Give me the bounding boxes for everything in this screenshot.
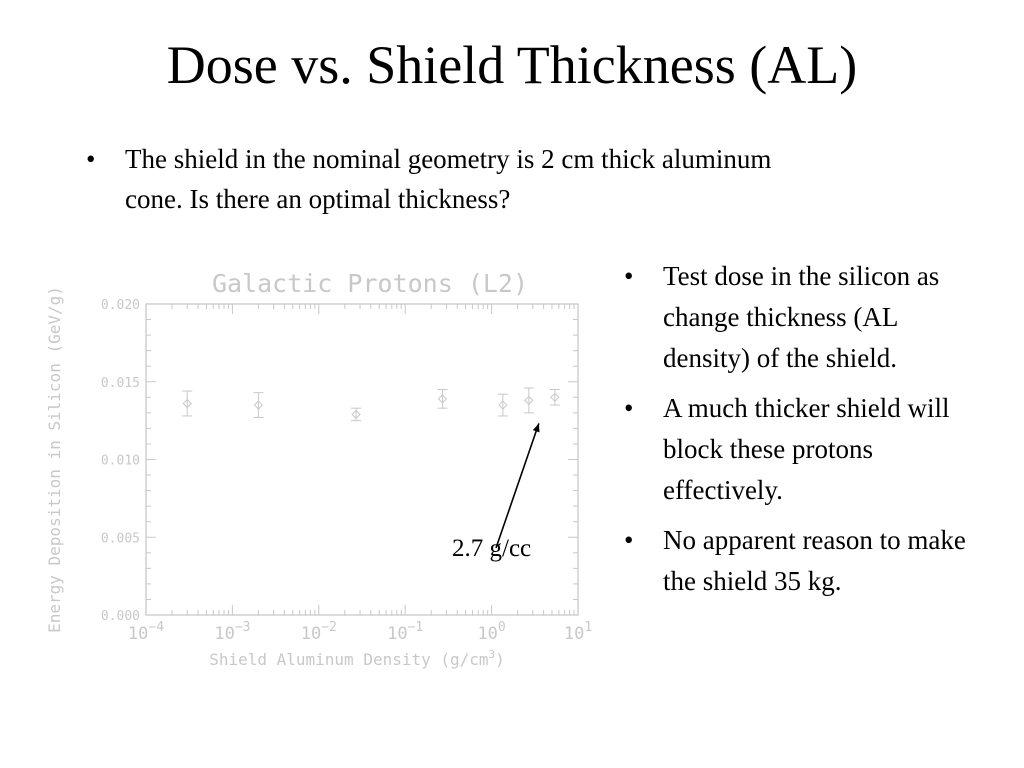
y-tick-label: 0.005 xyxy=(101,531,140,546)
x-axis-label-main: Shield Aluminum Density (g/cm xyxy=(209,650,488,669)
x-tick-label: 100 xyxy=(477,620,505,644)
bullet-dot-icon: • xyxy=(86,144,96,174)
x-tick-label: 101 xyxy=(564,620,592,644)
x-axis-label: Shield Aluminum Density (g/cm3) xyxy=(209,648,505,669)
side-bullet-text: No apparent reason to make the shield 35… xyxy=(663,525,966,596)
side-bullet-list: • Test dose in the silicon as change thi… xyxy=(624,256,984,611)
x-tick-exponent: −4 xyxy=(148,620,164,635)
side-bullet-item: • Test dose in the silicon as change thi… xyxy=(624,256,984,379)
y-tick-label: 0.020 xyxy=(101,298,140,313)
side-bullet-text: Test dose in the silicon as change thick… xyxy=(663,261,940,373)
x-axis-label-end: ) xyxy=(495,650,505,669)
y-axis-label: Energy Deposition in Silicon (GeV/g) xyxy=(45,286,64,633)
side-bullet-item: • No apparent reason to make the shield … xyxy=(624,520,984,602)
data-point xyxy=(498,400,508,410)
x-tick-base: 10 xyxy=(564,624,584,644)
x-tick-exponent: −3 xyxy=(235,620,251,635)
x-tick-label: 10−4 xyxy=(128,620,164,644)
data-point xyxy=(437,394,448,404)
slide-title: Dose vs. Shield Thickness (AL) xyxy=(166,35,858,95)
y-tick-label: 0.000 xyxy=(101,609,140,624)
x-tick-base: 10 xyxy=(477,624,497,644)
plot-frame xyxy=(145,303,579,616)
side-bullet-text: A much thicker shield will block these p… xyxy=(663,393,950,505)
bullet-dot-icon: • xyxy=(624,525,634,555)
x-tick-exponent: −2 xyxy=(321,620,337,635)
x-tick-base: 10 xyxy=(387,624,407,644)
x-tick-label: 10−1 xyxy=(387,620,423,644)
x-tick-label: 10−3 xyxy=(214,620,250,644)
intro-bullet-list: • The shield in the nominal geometry is … xyxy=(86,139,826,219)
data-point xyxy=(182,398,192,409)
intro-bullet-item: • The shield in the nominal geometry is … xyxy=(86,139,826,219)
shield-dose-chart: Galactic Protons (L2) 0.000 0.005 0.010 0.01… xyxy=(45,269,592,669)
chart-title: Galactic Protons (L2) xyxy=(212,269,528,298)
annotation-label: 2.7 g/cc xyxy=(452,535,531,562)
y-tick-label: 0.010 xyxy=(101,454,140,469)
data-point xyxy=(550,392,560,403)
annotation-arrowhead-icon xyxy=(532,423,540,433)
x-tick-base: 10 xyxy=(214,624,234,644)
bullet-dot-icon: • xyxy=(624,393,634,423)
x-tick-exponent: 1 xyxy=(584,620,592,635)
side-bullet-item: • A much thicker shield will block these… xyxy=(624,388,984,511)
data-point xyxy=(351,409,361,420)
y-tick-label: 0.015 xyxy=(101,376,140,391)
data-point xyxy=(524,395,534,406)
x-tick-label: 10−2 xyxy=(301,620,337,644)
x-tick-exponent: 0 xyxy=(498,620,506,635)
bullet-dot-icon: • xyxy=(624,261,634,291)
data-point xyxy=(253,400,264,410)
annotation-arrow xyxy=(495,423,540,549)
x-tick-base: 10 xyxy=(301,624,321,644)
x-tick-exponent: −1 xyxy=(408,620,424,635)
x-tick-base: 10 xyxy=(128,624,148,644)
intro-bullet-text: The shield in the nominal geometry is 2 … xyxy=(125,144,772,214)
x-axis-label-sup: 3 xyxy=(489,648,496,661)
